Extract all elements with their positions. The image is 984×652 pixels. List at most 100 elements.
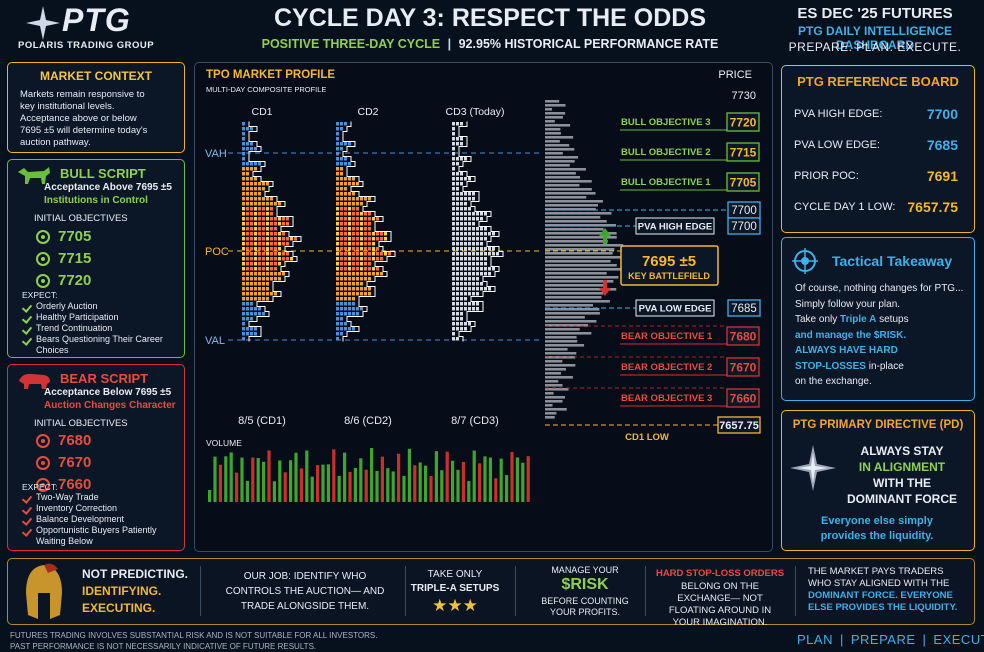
tpo-cell — [356, 207, 359, 211]
volume-profile-bar — [545, 280, 614, 283]
tpo-cell — [254, 272, 257, 276]
tpo-cell — [246, 197, 249, 201]
tpo-cell — [336, 277, 339, 281]
tpo-cell — [456, 337, 459, 341]
volume-bar — [316, 465, 320, 502]
tpo-cell — [472, 252, 475, 256]
level-value: 7720 — [730, 116, 757, 130]
volume-bar — [229, 452, 233, 502]
volume-profile-bar — [545, 108, 553, 111]
tpo-cell — [266, 232, 269, 236]
tpo-cell — [246, 147, 249, 151]
tpo-cell — [352, 287, 355, 291]
tpo-cell — [468, 302, 471, 306]
volume-profile-bar — [545, 224, 617, 227]
tpo-cell — [364, 232, 367, 236]
tpo-cell — [356, 257, 359, 261]
volume-profile-bar — [545, 360, 563, 363]
disclaimer: FUTURES TRADING INVOLVES SUBSTANTIAL RIS… — [10, 630, 378, 652]
tpo-cell — [352, 217, 355, 221]
volume-profile-bar — [545, 236, 617, 239]
tpo-cell — [356, 197, 359, 201]
tpo-cell — [250, 162, 253, 166]
volume-profile-bar — [545, 284, 604, 287]
volume-profile-bar — [545, 132, 561, 135]
tpo-cell — [262, 292, 265, 296]
tpo-cell — [242, 242, 245, 246]
market-tail: EVERYONE ELSE PROVIDES THE LIQUIDITY. — [808, 590, 958, 613]
row-value: 7691 — [926, 168, 958, 184]
tpo-cell — [242, 262, 245, 266]
nav-item[interactable]: EXECUTE — [933, 632, 984, 647]
volume-profile-bar — [545, 348, 568, 351]
nav-item[interactable]: PREPARE — [850, 632, 916, 647]
volume-profile-bar — [545, 196, 587, 199]
tpo-cell — [254, 187, 257, 191]
tpo-cell — [368, 292, 371, 296]
tpo-cell — [464, 247, 467, 251]
tpo-cell — [464, 307, 467, 311]
tpo-cell — [484, 272, 487, 276]
tpo-cell — [262, 222, 265, 226]
tpo-cell — [476, 282, 479, 286]
tpo-cell — [282, 257, 285, 261]
helmet-icon — [26, 563, 62, 619]
tpo-cell — [352, 262, 355, 266]
tpo-cell — [274, 277, 277, 281]
tpo-cell — [250, 207, 253, 211]
tpo-cell — [364, 262, 367, 266]
tpo-cell — [242, 282, 245, 286]
tpo-cell — [360, 202, 363, 206]
tpo-cell — [336, 207, 339, 211]
tpo-cell — [258, 307, 261, 311]
level-value: 7705 — [730, 176, 757, 190]
tpo-cell — [262, 297, 265, 301]
tpo-cell — [456, 207, 459, 211]
expect-text: Balance Development — [36, 514, 125, 524]
stops-lead: HARD STOP-LOSS ORDERS — [655, 568, 785, 579]
price-title: PRICE — [718, 69, 752, 81]
tpo-cell — [242, 157, 245, 161]
tpo-cell — [480, 252, 483, 256]
volume-bar — [461, 461, 465, 502]
meaning: Institutions in Control — [44, 195, 148, 206]
tpo-cell — [336, 237, 339, 241]
tpo-cell — [356, 262, 359, 266]
volume-profile-bar — [545, 320, 597, 323]
divider — [795, 566, 796, 616]
tpo-cell — [250, 247, 253, 251]
tpo-cell — [262, 207, 265, 211]
up-arrow — [599, 228, 611, 244]
tpo-cell — [456, 197, 459, 201]
tpo-cell — [254, 212, 257, 216]
tpo-cell — [464, 207, 467, 211]
tpo-cell — [282, 217, 285, 221]
volume-bar — [289, 460, 293, 502]
volume-bar — [467, 481, 471, 502]
nav-item[interactable]: PLAN — [797, 632, 833, 647]
volume-bar — [407, 448, 411, 502]
volume-bar — [472, 450, 476, 502]
objective: 7680 — [34, 430, 91, 452]
tpo-cell — [376, 272, 379, 276]
tpo-cell — [452, 272, 455, 276]
expect-item: Trend Continuation — [22, 323, 172, 334]
row-label: PRIOR POC: — [794, 170, 859, 182]
tpo-cell — [348, 142, 351, 146]
tpo-cell — [246, 312, 249, 316]
tpo-cell — [472, 217, 475, 221]
tpo-cell — [242, 232, 245, 236]
tpo-cell — [380, 232, 383, 236]
volume-profile-bar — [545, 340, 578, 343]
tpo-cell — [468, 237, 471, 241]
tpo-cell — [258, 187, 261, 191]
tpo-cell — [254, 232, 257, 236]
tpo-cell — [348, 312, 351, 316]
tpo-cell — [464, 292, 467, 296]
tpo-cell — [364, 227, 367, 231]
tpo-cell — [476, 307, 479, 311]
tpo-cell — [476, 292, 479, 296]
volume-bar — [267, 450, 271, 502]
tpo-cell — [456, 247, 459, 251]
volume-profile-bar — [545, 192, 596, 195]
